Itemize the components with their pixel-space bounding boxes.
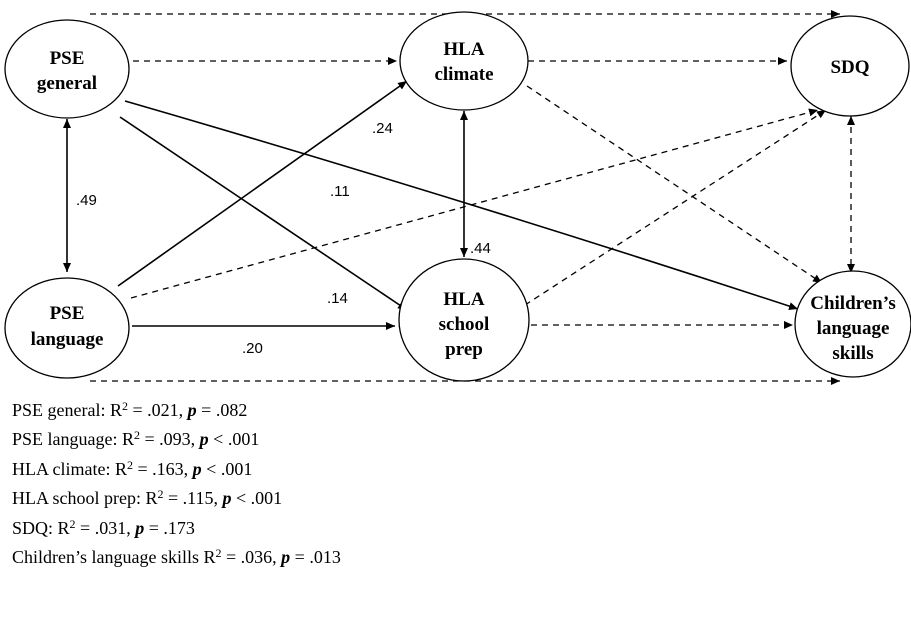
stat-p: .082 (215, 400, 248, 420)
stat-p-relation: < (206, 458, 217, 479)
node-label-line: SDQ (830, 57, 869, 78)
node-label-line: PSE (50, 303, 85, 324)
stat-name: PSE general: (12, 400, 106, 420)
node-label-line: HLA (443, 289, 484, 310)
path-pse-general-to-hla-school-prep (119, 116, 408, 311)
path-hla-school-prep-to-sdq (524, 109, 827, 306)
stat-r2: .031 (94, 517, 127, 538)
coefficient-labels: .49 .24 .11 .44 .14 .20 (76, 120, 491, 357)
stat-name: PSE language: (12, 429, 118, 450)
path-pse-language-to-hla-climate (117, 80, 408, 287)
node-label-line: climate (434, 64, 493, 85)
node-label-line: Children’s (810, 293, 896, 314)
stat-r2: .036 (240, 546, 273, 567)
stat-p: .001 (220, 458, 253, 479)
stat-name: HLA school prep: (12, 488, 141, 509)
node-label-line: school (439, 314, 490, 335)
solid-paths (63, 80, 799, 330)
coef-hla-climate-hla-school-prep: .44 (470, 240, 491, 257)
coef-pse-general-hla-school-prep: .14 (327, 290, 348, 307)
node-label-line: language (817, 318, 890, 339)
stat-p: .013 (309, 546, 341, 567)
node-children-language-skills: Children’s language skills (794, 270, 911, 378)
fit-statistics: PSE general: R2 = .021, p = .082 PSE lan… (12, 400, 341, 576)
stat-sdq: SDQ: R2 = .031, p = .173 (12, 516, 195, 538)
node-label-line: general (37, 73, 97, 94)
stat-p-relation: = (148, 517, 159, 538)
path-hla-climate-to-children-language (526, 85, 823, 284)
node-pse-general: PSE general (4, 19, 130, 119)
node-hla-school-prep: HLA school prep (398, 258, 530, 382)
stat-r2: .115 (182, 488, 214, 509)
node-label-line: skills (832, 343, 873, 364)
stat-p: .001 (250, 488, 283, 509)
stat-hla-school-prep: HLA school prep: R2 = .115, p < .001 (12, 487, 283, 509)
stat-children-language-skills: Children’s language skills R2 = .036, p … (12, 545, 341, 567)
stat-name: Children’s language skills (12, 546, 199, 567)
node-hla-climate: HLA climate (399, 11, 529, 111)
node-label-line: PSE (50, 48, 85, 69)
node-label-line: language (31, 329, 104, 350)
stat-hla-climate: HLA climate: R2 = .163, p < .001 (12, 457, 253, 479)
stat-p-relation: < (236, 488, 247, 509)
coef-pse-language-hla-climate: .24 (372, 120, 393, 137)
node-pse-language: PSE language (4, 277, 130, 379)
stat-r2: .093 (159, 429, 191, 450)
node-label-line: HLA (443, 39, 484, 60)
stat-p-relation: = (294, 546, 305, 567)
path-pse-language-to-sdq (130, 108, 819, 299)
stat-r2: .021 (147, 400, 179, 420)
stat-p: .001 (227, 429, 260, 450)
stat-pse-language: PSE language: R2 = .093, p < .001 (12, 428, 260, 450)
coef-pse-general-pse-language: .49 (76, 192, 97, 209)
stat-p: .173 (163, 517, 195, 538)
coef-pse-language-hla-school-prep: .20 (242, 340, 263, 357)
stat-pse-general: PSE general: R2 = .021, p = .082 (12, 399, 248, 420)
stat-p-relation: = (201, 400, 212, 420)
node-sdq: SDQ (790, 15, 910, 117)
coef-pse-general-children-language: .11 (330, 183, 350, 200)
stat-name: SDQ: (12, 517, 54, 538)
node-label-line: prep (445, 339, 483, 360)
stat-name: HLA climate: (12, 458, 111, 479)
stat-p-relation: < (213, 429, 224, 450)
stat-r2: .163 (152, 458, 184, 479)
